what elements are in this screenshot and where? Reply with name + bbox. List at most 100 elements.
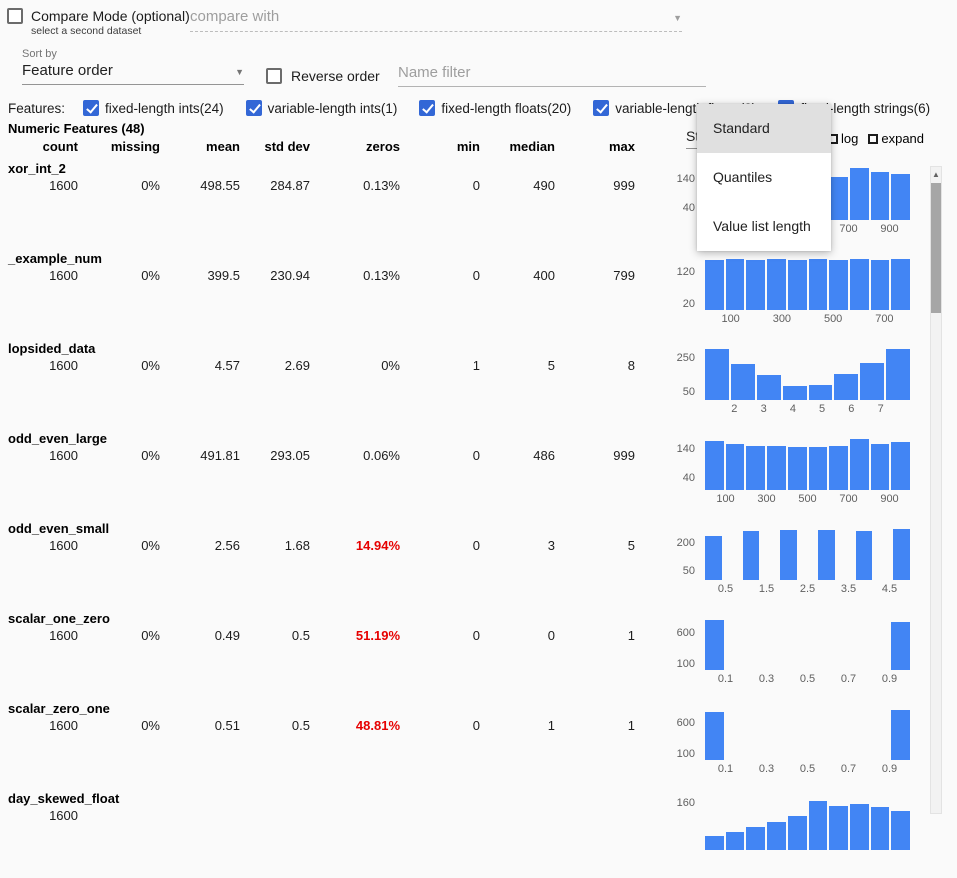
feature-name: odd_even_large [8,431,107,446]
cell-max: 5 [627,538,635,553]
cell-max: 1 [627,718,635,733]
histogram-x-axis: 2 3 4 5 6 7 [705,403,910,416]
feature-row: day_skewed_float 1600 160 [0,788,930,878]
compare-mode-checkbox[interactable] [7,8,23,24]
x-tick-label: 0.1 [717,673,734,685]
cell-stddev: 1.68 [284,538,310,553]
log-label: log [841,131,859,146]
sort-by-value: Feature order [22,62,113,79]
x-tick-label: 0.5 [717,583,734,595]
histogram-bar [849,168,869,220]
feature-type-checkbox[interactable] [245,100,262,116]
menu-item[interactable]: Standard [697,104,831,153]
x-tick-label: 4.5 [881,583,898,595]
x-tick-label: 100 [721,313,740,325]
feature-histogram[interactable]: 600 100 0.1 0.3 0.5 0.7 0.9 [652,706,912,782]
cell-count: 1600 [49,628,78,643]
feature-histogram[interactable]: 160 [652,796,912,872]
dropdown-arrow-icon: ▼ [673,13,682,23]
x-tick-label: 7 [877,403,884,415]
feature-row: odd_even_large 1600 0% 491.81 293.05 0.0… [0,428,930,518]
cell-missing: 0% [141,628,160,643]
cell-stddev: 0.5 [291,628,310,643]
cell-zeros: 0.13% [363,268,400,283]
feature-type-checkbox[interactable] [83,100,100,116]
x-tick-label: 700 [875,313,894,325]
reverse-order-checkbox[interactable] [266,68,282,84]
cell-stddev: 284.87 [270,178,310,193]
histogram-bar [746,260,766,310]
sort-by-select[interactable]: Feature order ▼ [22,62,244,85]
cell-count: 1600 [49,268,78,283]
feature-stats: 1600 0% 4.57 2.69 0% 1 5 8 [0,358,637,373]
feature-type-checkbox[interactable] [419,100,436,116]
column-header-missing: missing [110,139,160,154]
x-tick-label: 700 [839,223,858,235]
histogram-bars [705,526,910,580]
cell-missing: 0% [141,718,160,733]
cell-max: 999 [613,448,635,463]
y-tick-label: 140 [676,443,695,456]
x-tick-label: 0.9 [881,673,898,685]
name-filter-input[interactable] [398,62,706,87]
feature-type-filter-item[interactable]: variable-length ints(1) [245,100,397,116]
cell-mean: 498.55 [200,178,240,193]
histogram-bar [808,447,828,490]
feature-histogram[interactable]: 200 50 0.5 1.5 2.5 3.5 4.5 [652,526,912,602]
x-tick-label: 3 [760,403,767,415]
cell-min: 0 [472,628,480,643]
y-tick-label: 100 [676,747,695,760]
menu-item[interactable]: Quantiles [713,169,773,185]
feature-histogram[interactable]: 120 20 100 300 500 700 [652,256,912,332]
cell-count: 1600 [49,448,78,463]
menu-item[interactable]: Value list length [713,218,811,234]
compare-with-dropdown[interactable]: compare with ▼ [190,8,682,32]
cell-zeros: 14.94% [355,538,400,553]
log-toggle[interactable]: log [828,131,858,146]
x-tick-label: 700 [839,493,858,505]
reverse-order-control[interactable]: Reverse order [266,68,380,84]
cell-mean [162,808,242,823]
histogram-plot: 0.1 0.3 0.5 0.7 0.9 [705,616,911,686]
chart-options: log expand [828,131,924,146]
y-tick-label: 250 [676,351,695,364]
cell-missing: 0% [141,178,160,193]
feature-type-filter-item[interactable]: fixed-length ints(24) [83,100,224,116]
scrollbar[interactable]: ▲ [930,166,942,814]
expand-toggle[interactable]: expand [868,131,924,146]
x-tick-label: 0.5 [799,763,816,775]
scrollbar-thumb[interactable] [931,183,941,313]
feature-type-checkbox[interactable] [593,100,610,116]
expand-checkbox[interactable] [868,133,879,144]
cell-mean: 2.56 [214,538,240,553]
histogram-bar [705,260,724,310]
histogram-bars [705,616,911,670]
histogram-y-axis: 600 100 [652,706,700,760]
histogram-y-axis: 160 [652,796,700,850]
table-column-headers: count missing mean std dev zeros min med… [0,139,637,154]
section-title: Numeric Features (48) [8,121,145,136]
histogram-bar [782,386,807,400]
cell-min: 0 [472,268,480,283]
histogram-bar [849,439,869,490]
cell-median: 5 [547,358,555,373]
histogram-y-axis: 140 40 [652,436,700,490]
feature-histogram[interactable]: 250 50 2 3 4 5 6 7 [652,346,912,422]
feature-stats: 1600 0% 491.81 293.05 0.06% 0 486 999 [0,448,637,463]
feature-stats: 1600 0% 0.51 0.5 48.81% 0 1 1 [0,718,637,733]
scroll-up-icon[interactable]: ▲ [932,170,940,179]
histogram-x-axis: 0.1 0.3 0.5 0.7 0.9 [705,763,910,776]
y-tick-label: 50 [682,564,695,577]
x-tick-label: 0.3 [758,673,775,685]
feature-row: scalar_one_zero 1600 0% 0.49 0.5 51.19% … [0,608,930,698]
feature-type-filter-item[interactable]: fixed-length floats(20) [419,100,571,116]
chart-mode-menu: Standard Quantiles Value list length [697,104,831,251]
feature-histogram[interactable]: 600 100 0.1 0.3 0.5 0.7 0.9 [652,616,912,692]
x-tick-label: 0.1 [717,763,734,775]
cell-min: 0 [472,718,480,733]
cell-mean: 491.81 [200,448,240,463]
cell-min: 0 [472,178,480,193]
feature-stats: 1600 0% 498.55 284.87 0.13% 0 490 999 [0,178,637,193]
cell-zeros: 51.19% [355,628,400,643]
feature-histogram[interactable]: 140 40 100 300 500 700 900 [652,436,912,512]
